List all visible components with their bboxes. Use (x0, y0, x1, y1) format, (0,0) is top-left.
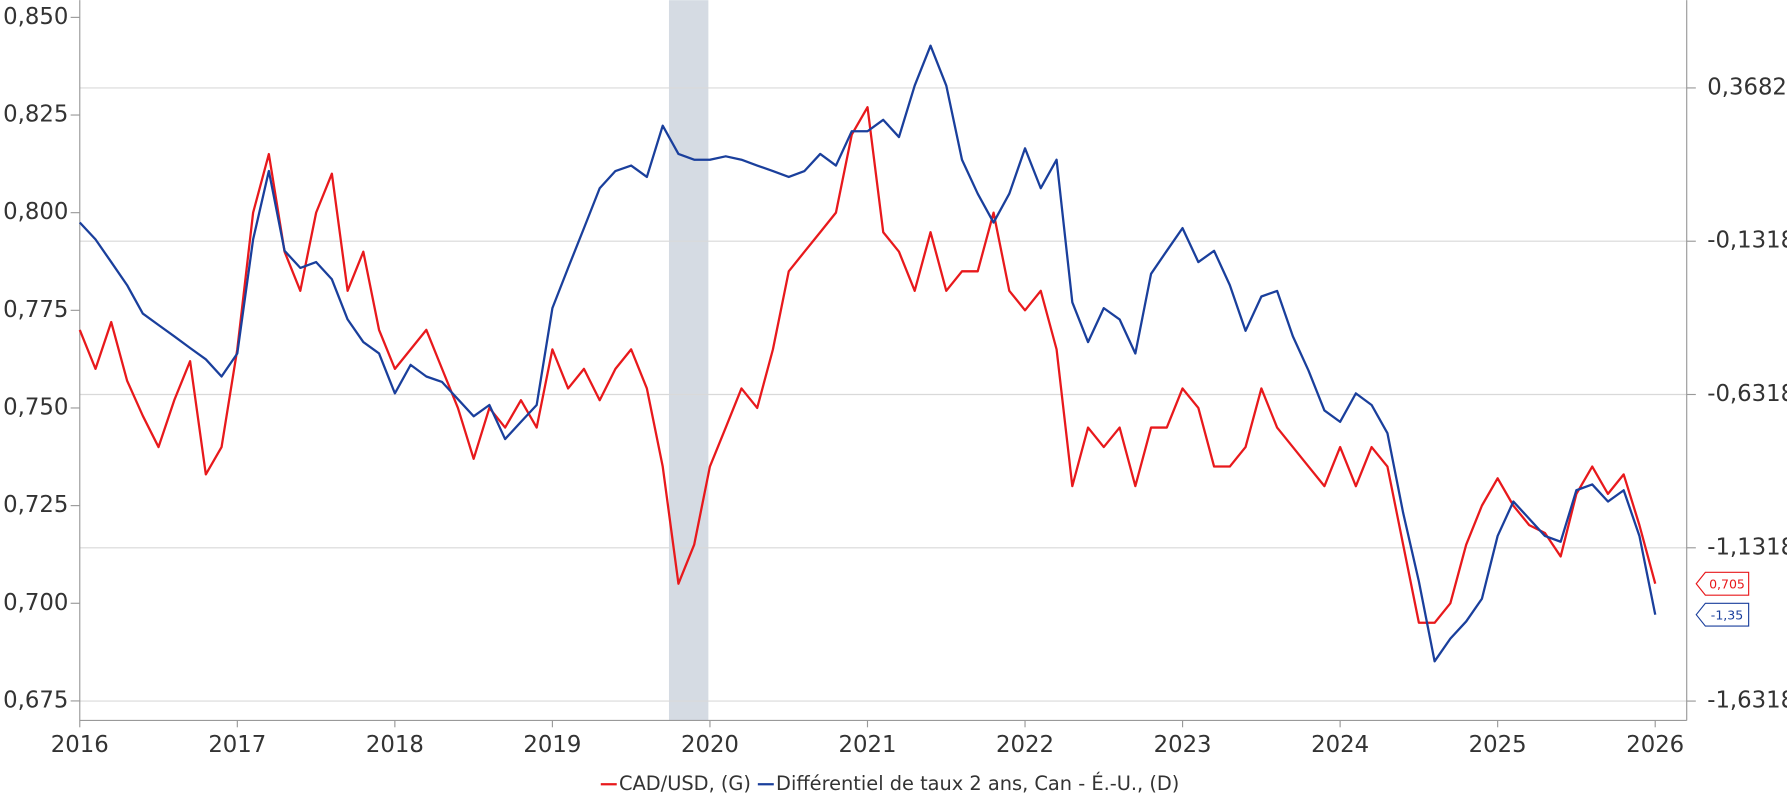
x-tick-label: 2019 (523, 732, 581, 758)
end-tag-label: 0,705 (1709, 576, 1745, 591)
end-tag: 0,705 (1695, 571, 1750, 596)
legend: CAD/USD, (G) Différentiel de taux 2 ans, … (600, 772, 1179, 795)
line-series (78, 106, 1657, 624)
x-tick-label: 2021 (838, 732, 896, 758)
end-tag-label: -1,35 (1711, 607, 1743, 622)
y2-tick-label: -1,6318 (1707, 688, 1787, 714)
end-tag: -1,35 (1695, 602, 1750, 627)
x-tick-label: 2023 (1154, 732, 1212, 758)
y-tick-label: 0,725 (3, 492, 68, 518)
y2-tick-label: -0,6318 (1707, 381, 1787, 407)
x-tick-label: 2018 (366, 732, 424, 758)
x-tick-label: 2024 (1311, 732, 1369, 758)
y-tick-label: 0,850 (3, 4, 68, 30)
x-tick-label: 2017 (208, 732, 266, 758)
y-tick-label: 0,700 (3, 590, 68, 616)
y-tick-label: 0,750 (3, 394, 68, 420)
shaded-region (668, 0, 709, 721)
x-tick-label: 2026 (1626, 732, 1684, 758)
legend-label: Différentiel de taux 2 ans, Can - É.-U.,… (776, 772, 1179, 795)
end-tag-box (1695, 602, 1750, 627)
y2-tick-label: 0,3682 (1707, 74, 1787, 100)
y2-tick-label: -0,1318 (1707, 228, 1787, 254)
y-tick-label: 0,675 (3, 687, 68, 713)
line-series (78, 44, 1657, 663)
legend-label: CAD/USD, (G) (619, 772, 751, 795)
y-tick-label: 0,800 (3, 199, 68, 225)
x-tick-label: 2022 (996, 732, 1054, 758)
x-tick-label: 2016 (51, 732, 109, 758)
y2-tick-label: -1,1318 (1707, 534, 1787, 560)
y-tick-label: 0,825 (3, 102, 68, 128)
x-tick-label: 2025 (1469, 732, 1527, 758)
x-tick-label: 2020 (681, 732, 739, 758)
y-tick-label: 0,775 (3, 297, 68, 323)
end-tag-box (1695, 571, 1750, 596)
